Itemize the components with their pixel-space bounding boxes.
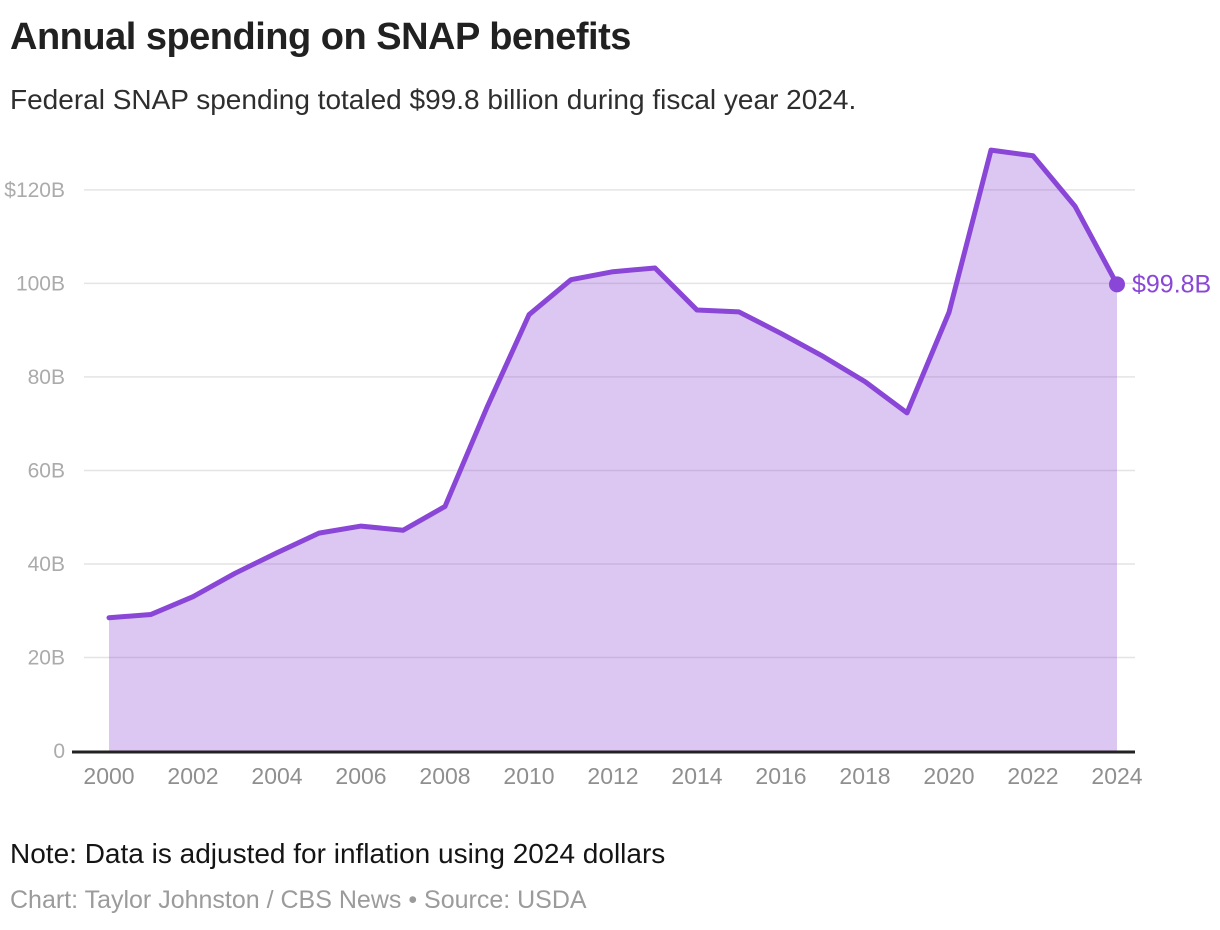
x-tick-label: 2014	[671, 763, 722, 789]
y-tick-label: 100B	[16, 272, 65, 295]
x-tick-label: 2018	[839, 763, 890, 789]
x-tick-label: 2010	[503, 763, 554, 789]
area-fill	[109, 150, 1117, 751]
x-tick-label: 2000	[83, 763, 134, 789]
x-tick-label: 2002	[167, 763, 218, 789]
chart-note: Note: Data is adjusted for inflation usi…	[10, 838, 666, 869]
x-tick-label: 2024	[1091, 763, 1142, 789]
chart-subtitle: Federal SNAP spending totaled $99.8 bill…	[10, 84, 857, 115]
y-tick-label: 80B	[28, 366, 65, 389]
x-tick-label: 2008	[419, 763, 470, 789]
x-tick-label: 2012	[587, 763, 638, 789]
x-tick-label: 2004	[251, 763, 302, 789]
y-tick-label: $120B	[4, 179, 65, 202]
y-tick-label: 60B	[28, 459, 65, 482]
end-value-label: $99.8B	[1132, 270, 1211, 298]
x-tick-label: 2020	[923, 763, 974, 789]
chart-credit: Chart: Taylor Johnston / CBS News • Sour…	[10, 886, 587, 914]
x-tick-label: 2022	[1007, 763, 1058, 789]
end-point-dot	[1109, 276, 1125, 293]
x-tick-label: 2016	[755, 763, 806, 789]
series-line	[106, 147, 1120, 621]
y-tick-label: 40B	[28, 553, 65, 576]
y-tick-label: 0	[53, 740, 65, 763]
x-tick-label: 2006	[335, 763, 386, 789]
y-tick-label: 20B	[28, 646, 65, 669]
chart-title: Annual spending on SNAP benefits	[10, 16, 631, 58]
